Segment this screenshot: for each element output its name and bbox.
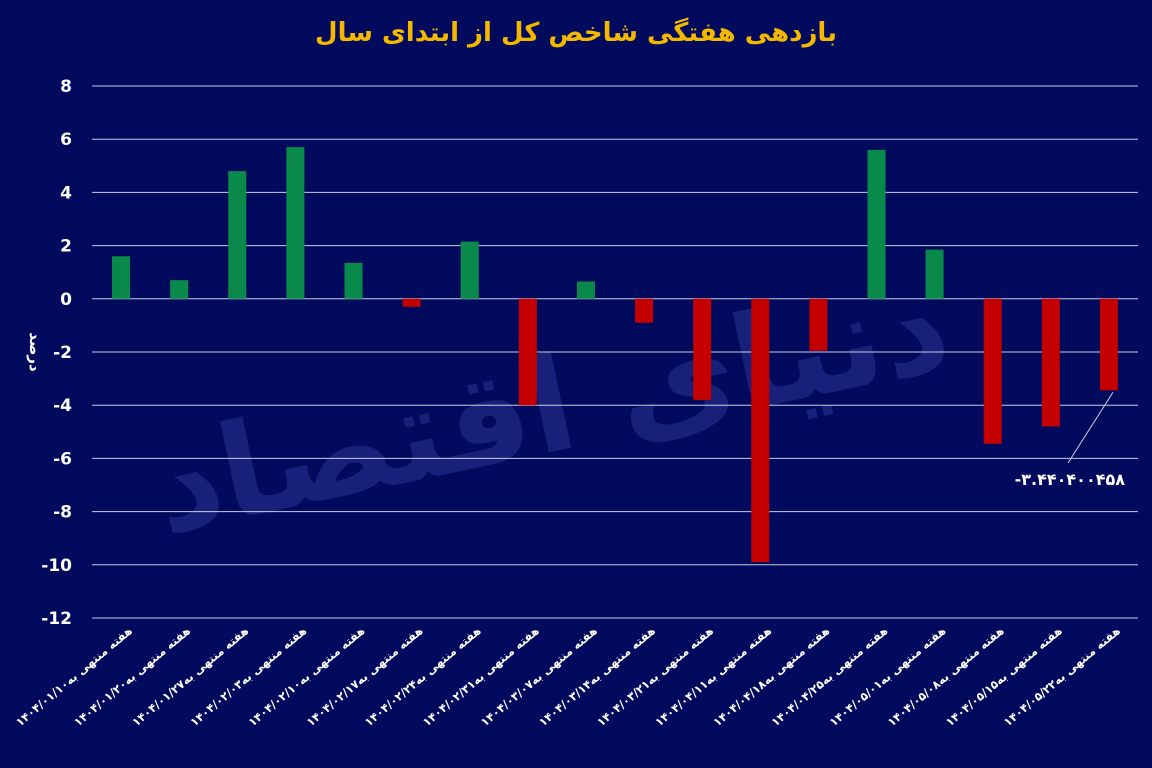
- x-tick-label: هفته منتهی به۱۴۰۴/۰۲/۱۰: [245, 624, 367, 730]
- x-tick-label: هفته منتهی به۱۴۰۴/۰۳/۰۷: [478, 624, 600, 730]
- y-tick-label: -4: [53, 396, 72, 416]
- x-tick-label: هفته منتهی به۱۴۰۴/۰۳/۱۴: [536, 624, 658, 730]
- bar: [112, 256, 131, 299]
- x-tick-label: هفته منتهی به۱۴۰۴/۰۴/۲۵: [768, 624, 890, 730]
- bar: [1041, 298, 1060, 427]
- y-tick-label: 0: [60, 290, 72, 310]
- grid-layer: [92, 85, 1138, 619]
- bar-layer: [112, 147, 1118, 563]
- bar: [867, 149, 886, 299]
- x-tick-label: هفته منتهی به۱۴۰۴/۰۵/۱۵: [943, 624, 1065, 730]
- y-tick-label: -8: [53, 503, 72, 523]
- annotation-layer: -۳.۴۴۰۴۰۰۴۵۸: [1015, 392, 1126, 489]
- x-tick-label: هفته منتهی به۱۴۰۴/۰۲/۰۳: [187, 624, 309, 730]
- y-tick-label: 4: [60, 183, 72, 203]
- x-tick-label: هفته منتهی به۱۴۰۴/۰۳/۲۱: [594, 624, 716, 730]
- x-tick-label: هفته منتهی به۱۴۰۴/۰۱/۱۰: [13, 624, 135, 730]
- x-tick-label: هفته منتهی به۱۴۰۴/۰۲/۳۱: [420, 624, 542, 730]
- bar: [693, 298, 712, 400]
- y-tick-label: 2: [60, 237, 72, 257]
- x-tick-label: هفته منتهی به۱۴۰۴/۰۱/۲۷: [129, 624, 251, 730]
- y-axis-ticks: 8 6 4 2 0 -2 -4 -6 -8 -10 -12: [41, 77, 72, 629]
- y-axis-label: درصد: [26, 332, 44, 372]
- annotation-leader-line: [1067, 392, 1114, 464]
- y-tick-label: 8: [60, 77, 72, 97]
- y-tick-label: -12: [41, 609, 72, 629]
- x-tick-label: هفته منتهی به۱۴۰۴/۰۲/۲۴: [362, 624, 484, 730]
- y-tick-label: -6: [53, 449, 72, 469]
- x-tick-label: هفته منتهی به۱۴۰۴/۰۵/۰۸: [885, 624, 1007, 730]
- bar: [635, 298, 654, 323]
- bar: [925, 249, 944, 299]
- annotation-label: -۳.۴۴۰۴۰۰۴۵۸: [1015, 470, 1126, 489]
- chart-title: بازدهی هفتگی شاخص کل از ابتدای سال: [315, 18, 837, 48]
- bar: [344, 262, 363, 299]
- x-tick-label: هفته منتهی به۱۴۰۴/۰۴/۱۱: [652, 624, 774, 730]
- bar: [751, 298, 770, 563]
- bar: [518, 298, 537, 406]
- bar: [809, 298, 828, 351]
- y-tick-label: -2: [53, 343, 72, 363]
- bar: [286, 147, 305, 299]
- bar: [460, 241, 479, 299]
- bar: [402, 298, 421, 307]
- bar: [576, 281, 595, 299]
- bar: [1099, 298, 1118, 391]
- watermark: دنیای اقتصاد: [140, 248, 962, 565]
- x-tick-label: هفته منتهی به۱۴۰۴/۰۲/۱۷: [304, 624, 426, 730]
- x-tick-label: هفته منتهی به۱۴۰۴/۰۵/۲۲: [1001, 624, 1123, 730]
- x-tick-label: هفته منتهی به۱۴۰۴/۰۱/۲۰: [71, 624, 193, 730]
- x-tick-label: هفته منتهی به۱۴۰۴/۰۵/۰۱: [827, 624, 949, 730]
- bar: [228, 171, 247, 299]
- y-tick-label: 6: [60, 130, 72, 150]
- bar: [983, 298, 1002, 444]
- y-tick-label: -10: [41, 556, 72, 576]
- x-tick-label: هفته منتهی به۱۴۰۴/۰۴/۱۸: [710, 624, 832, 730]
- bar: [170, 280, 189, 299]
